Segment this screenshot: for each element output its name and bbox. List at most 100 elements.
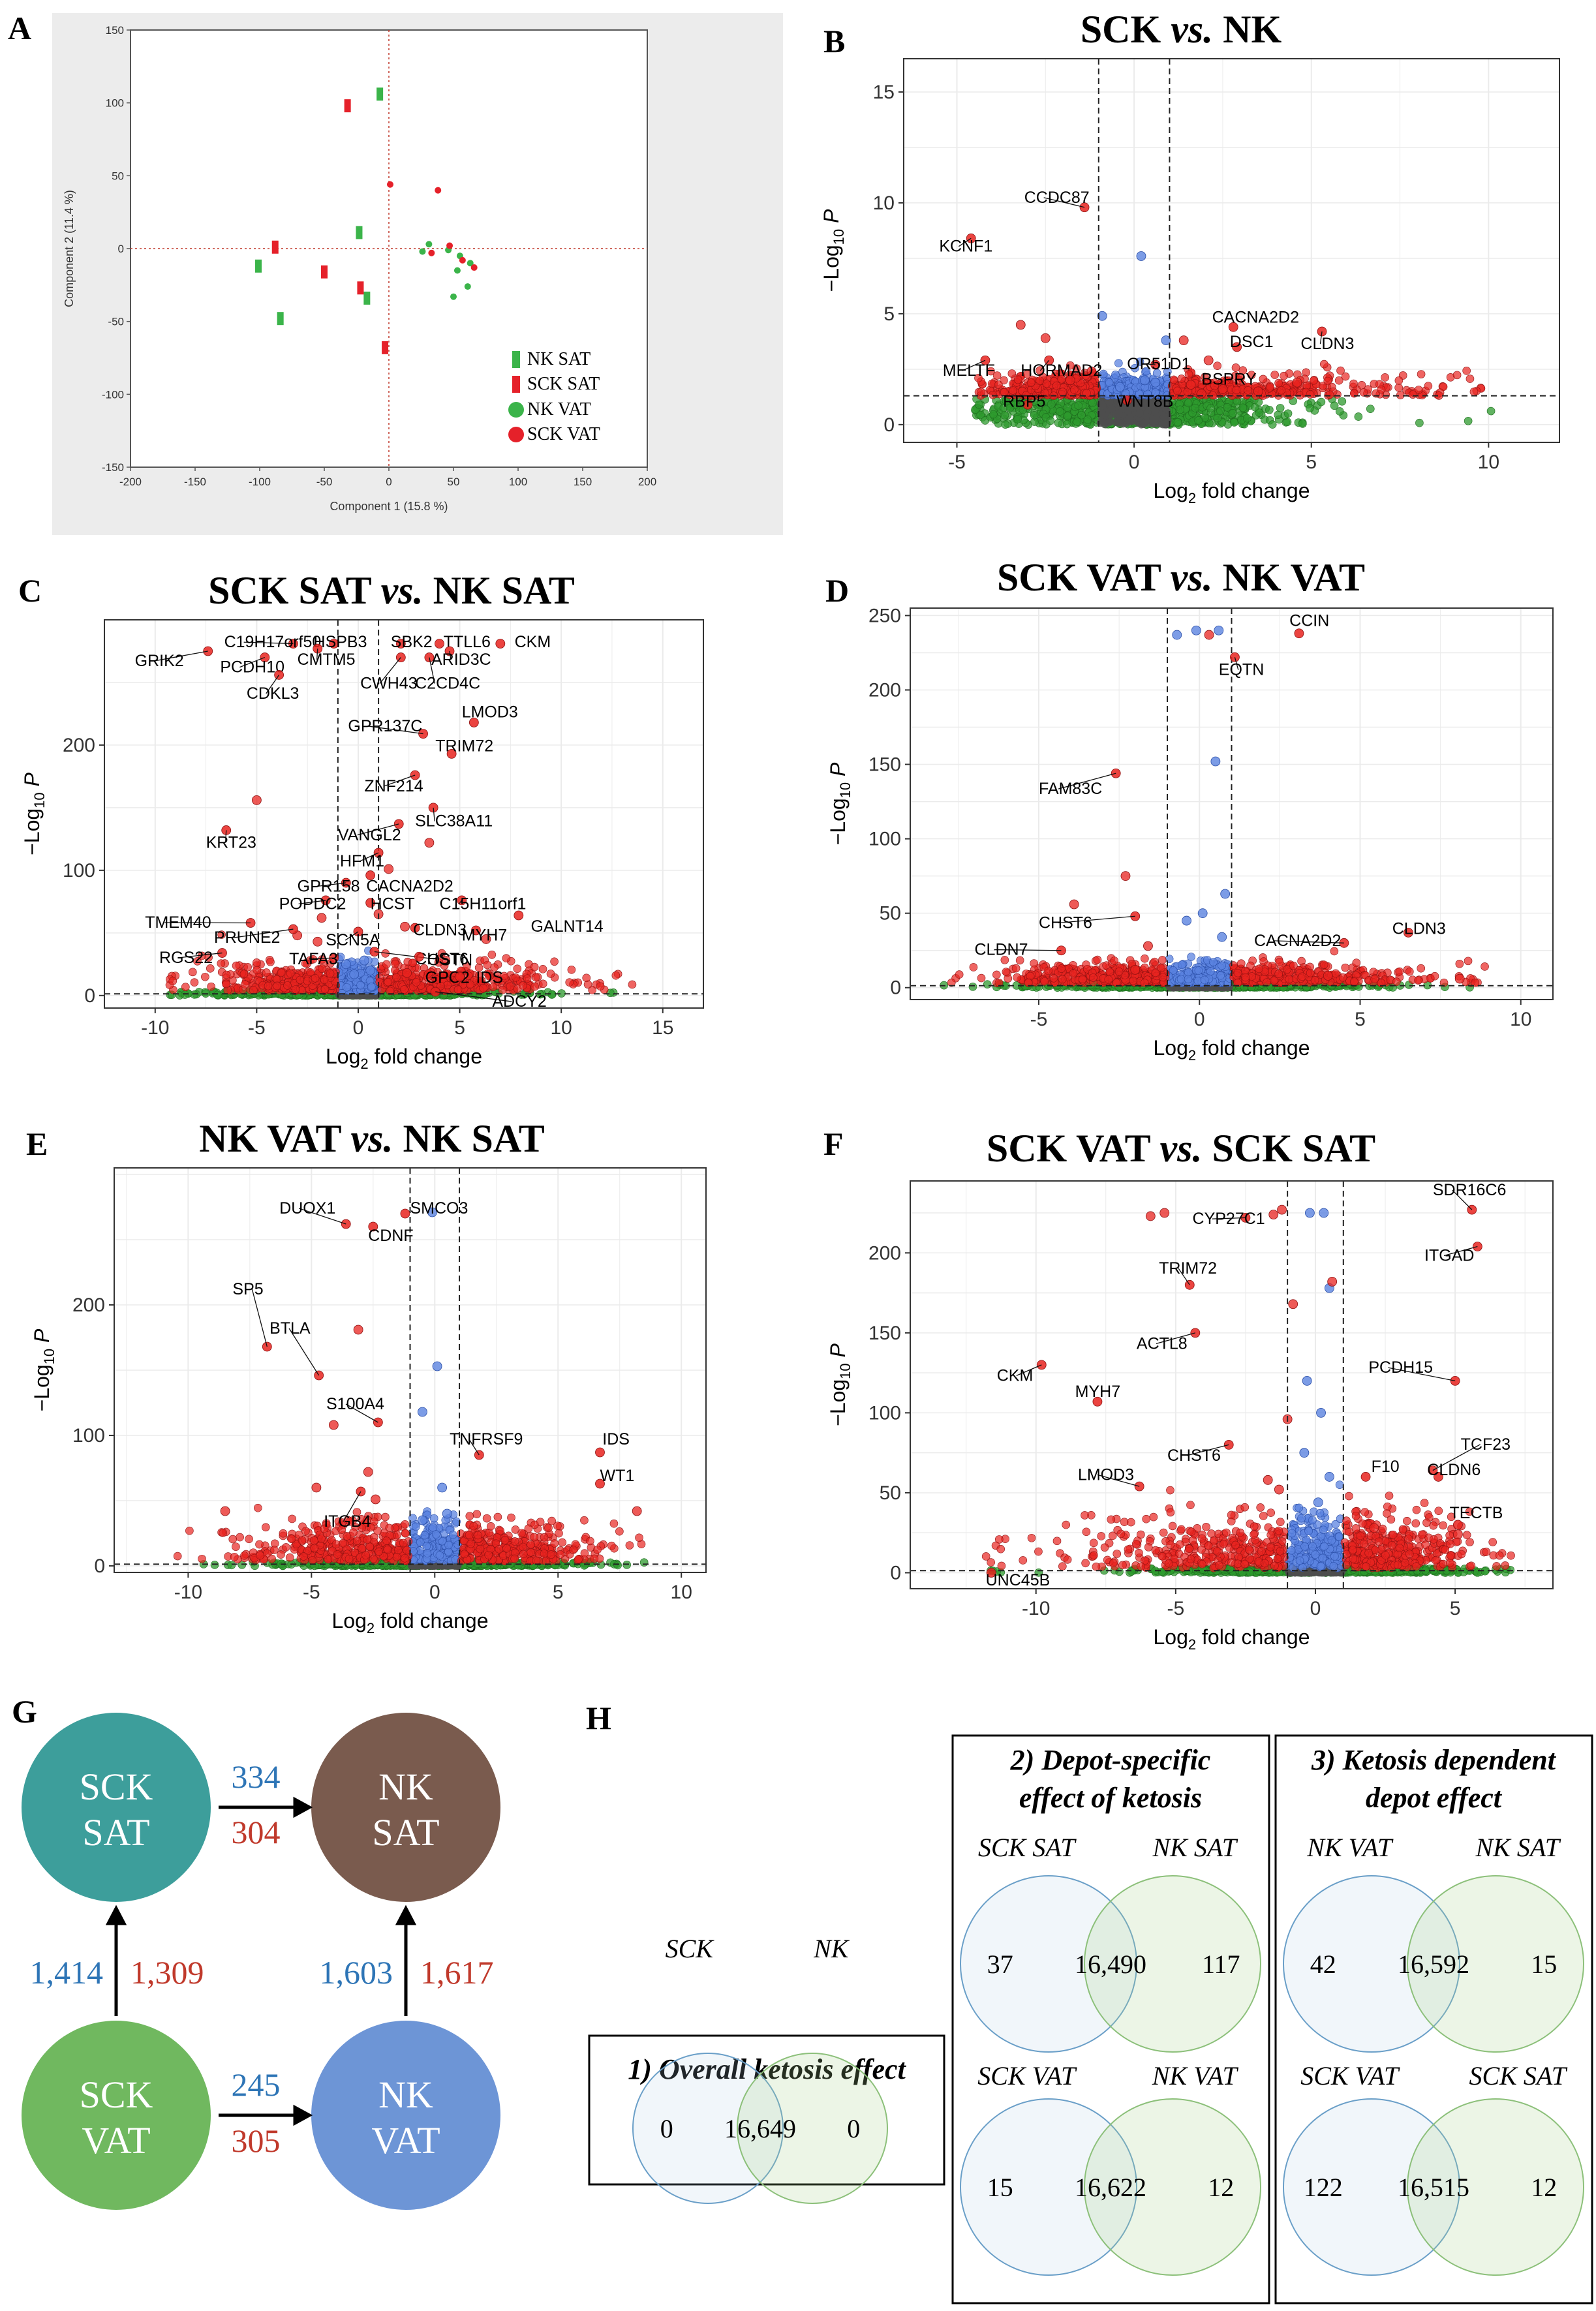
point-p-only [1114, 359, 1123, 368]
point-significant [628, 980, 637, 989]
pca-legend: NK SAT SCK SAT NK VAT SCK VAT [508, 349, 600, 444]
gene-label: HCST [371, 895, 415, 913]
point-significant [311, 973, 320, 983]
pca-point-sck-sat [271, 240, 279, 254]
ylabel-part: P [820, 209, 843, 229]
point-significant [277, 968, 286, 977]
point-ns-center [1149, 417, 1158, 425]
point-significant [1377, 385, 1386, 394]
point-ns [1230, 418, 1238, 427]
point-significant [1277, 386, 1286, 395]
gene-label: CCDC87 [1024, 189, 1090, 207]
point-significant [1292, 377, 1302, 388]
pca-point-nk-vat [453, 267, 461, 274]
gene-label: TMEM40 [145, 913, 211, 932]
point-significant [168, 977, 177, 986]
pca-ytick-label: 0 [118, 243, 124, 255]
point-ns [1223, 403, 1232, 412]
point-significant [222, 970, 231, 979]
point-significant [487, 950, 497, 959]
point-significant [181, 983, 190, 991]
point-ns [1074, 401, 1083, 410]
point-labelled [414, 951, 424, 962]
point-significant [538, 979, 547, 988]
gene-label: TAFA3 [289, 950, 338, 968]
point-significant [222, 979, 230, 988]
point-significant [1394, 383, 1403, 392]
point-significant [201, 972, 209, 981]
point-significant [567, 965, 576, 974]
point-significant [530, 962, 539, 972]
gene-label: C2CD4C [415, 675, 480, 693]
pca-ytick-label: -100 [102, 388, 124, 401]
point-ns [1088, 399, 1097, 407]
point-labelled [402, 968, 412, 978]
gene-label: C19H17orf50 [224, 633, 322, 651]
volcano-title-part: NK [1213, 8, 1281, 51]
point-labelled [435, 639, 444, 649]
panel-letter-e: E [26, 1125, 48, 1162]
point-significant [483, 960, 492, 970]
point-significant [1178, 335, 1189, 346]
gene-label: DSC1 [1230, 333, 1274, 351]
point-ns [1265, 405, 1274, 414]
point-significant [1462, 367, 1471, 375]
point-significant [1259, 375, 1268, 384]
gene-label: OR51D1 [1127, 355, 1190, 373]
point-p-only [367, 983, 376, 991]
point-ns-center [1114, 410, 1123, 418]
ylabel-sub: 10 [831, 229, 847, 245]
point-significant [1266, 383, 1274, 391]
volcano-d: SCK VAT vs. NK VATCCINEQTNFAM83CCHST6CLD… [826, 556, 1554, 1064]
point-significant [1325, 390, 1334, 399]
point-significant [518, 981, 527, 990]
ylabel-sub: 10 [31, 792, 48, 808]
point-significant [253, 958, 261, 967]
pca-point-nk-sat [363, 291, 371, 305]
point-significant [412, 978, 421, 987]
point-significant [1007, 369, 1017, 378]
point-significant [1169, 375, 1178, 384]
point-significant [1213, 361, 1221, 371]
point-significant [384, 977, 393, 987]
volcano-title-part: SCK VAT [997, 556, 1171, 599]
ylabel-part: −Log [20, 808, 44, 855]
point-ns [1276, 404, 1285, 412]
point-significant [1270, 371, 1279, 379]
xlabel-part: Log [326, 1045, 360, 1068]
point-ns [1191, 404, 1199, 412]
point-significant [1203, 355, 1214, 365]
point-labelled [1186, 380, 1196, 390]
point-ns [1298, 420, 1307, 428]
xlabel-part: fold change [369, 1045, 482, 1068]
panel-letter-h: H [586, 1700, 611, 1736]
pca-point-nk-vat [464, 283, 471, 290]
point-significant [251, 795, 262, 805]
gene-label: CACNA2D2 [366, 878, 453, 896]
point-ns [1206, 404, 1215, 412]
point-significant [1336, 366, 1345, 375]
point-ns [1083, 415, 1092, 424]
point-significant [266, 958, 275, 966]
point-significant [326, 969, 335, 978]
point-ns [1194, 416, 1203, 425]
point-significant [424, 838, 435, 848]
point-significant [1394, 376, 1404, 385]
point-significant [550, 957, 559, 966]
panel-letter-f: F [823, 1125, 844, 1162]
point-significant [316, 913, 327, 923]
point-p-only [341, 959, 351, 970]
point-significant [565, 978, 574, 987]
point-significant [264, 981, 273, 990]
point-significant [506, 982, 515, 991]
point-p-only [343, 983, 351, 992]
gene-label: GPR158 [298, 878, 360, 896]
gene-label: RBP5 [1003, 393, 1045, 411]
pca-xtick-label: 150 [574, 476, 592, 488]
point-ns [1054, 418, 1063, 427]
volcano-title-vs: vs. [1171, 556, 1213, 599]
ylabel-part: −Log [820, 245, 843, 292]
